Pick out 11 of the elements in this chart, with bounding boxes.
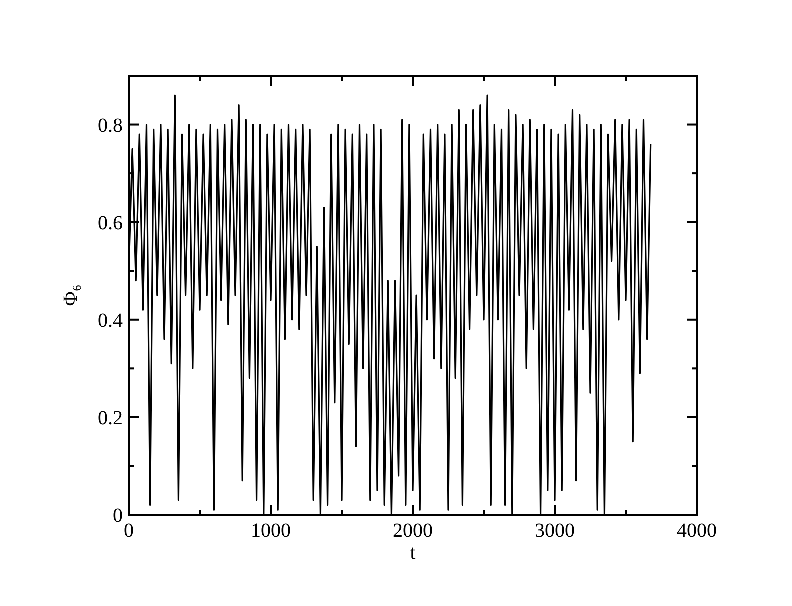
x-axis-title: t bbox=[410, 542, 416, 564]
x-tick-label: 4000 bbox=[677, 520, 717, 542]
y-tick-label: 0 bbox=[113, 505, 123, 527]
x-tick-label: 1000 bbox=[251, 520, 291, 542]
x-tick-label: 3000 bbox=[535, 520, 575, 542]
y-axis-title: Φ₆ bbox=[60, 284, 82, 306]
y-tick-label: 0.4 bbox=[98, 310, 123, 332]
y-tick-label: 0.6 bbox=[98, 212, 123, 234]
y-tick-label: 0.8 bbox=[98, 114, 123, 137]
y-tick-label: 0.2 bbox=[98, 407, 123, 430]
x-tick-label: 2000 bbox=[393, 520, 433, 542]
